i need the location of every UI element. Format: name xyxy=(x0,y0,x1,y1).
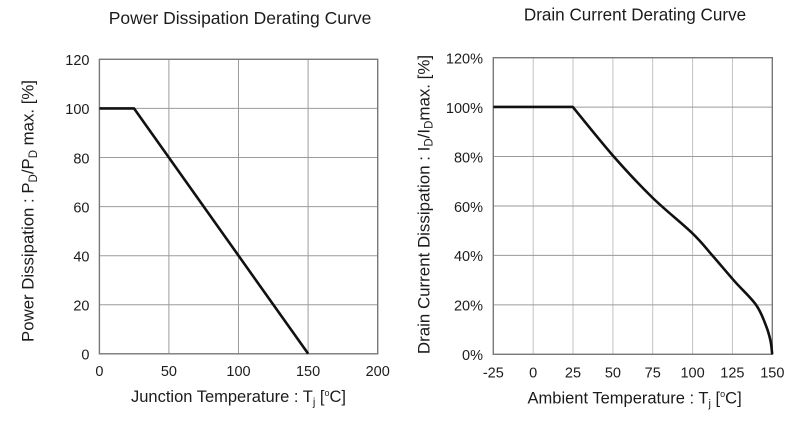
svg-text:Power Dissipation : PD/PD max.: Power Dissipation : PD/PD max. [%] xyxy=(19,80,40,342)
svg-text:0: 0 xyxy=(529,365,537,381)
svg-text:50: 50 xyxy=(605,365,621,381)
svg-text:100: 100 xyxy=(226,364,250,380)
svg-text:200: 200 xyxy=(366,364,390,380)
svg-text:0%: 0% xyxy=(462,348,483,364)
svg-text:120: 120 xyxy=(65,53,89,69)
svg-text:80%: 80% xyxy=(454,150,483,166)
svg-text:100: 100 xyxy=(65,102,89,118)
svg-text:60%: 60% xyxy=(454,200,483,216)
svg-text:20%: 20% xyxy=(454,299,483,315)
svg-text:150: 150 xyxy=(296,364,320,380)
svg-text:25: 25 xyxy=(565,365,581,381)
svg-text:75: 75 xyxy=(645,365,661,381)
svg-text:40: 40 xyxy=(73,250,89,266)
svg-text:100%: 100% xyxy=(446,101,483,117)
svg-text:80: 80 xyxy=(73,151,89,167)
svg-text:100: 100 xyxy=(680,365,704,381)
svg-text:150: 150 xyxy=(760,365,784,381)
svg-text:Ambient Temperature : Tj [oC]: Ambient Temperature : Tj [oC] xyxy=(528,389,742,410)
svg-text:Junction Temperature : Tj [oC]: Junction Temperature : Tj [oC] xyxy=(131,388,346,409)
svg-text:Power Dissipation Derating Cur: Power Dissipation Derating Curve xyxy=(109,8,372,28)
svg-text:120%: 120% xyxy=(446,52,483,68)
svg-text:-25: -25 xyxy=(483,365,504,381)
svg-text:0: 0 xyxy=(95,364,103,380)
svg-text:40%: 40% xyxy=(454,249,483,265)
svg-text:20: 20 xyxy=(73,299,89,315)
svg-text:Drain Current Derating Curve: Drain Current Derating Curve xyxy=(524,5,746,24)
svg-text:Drain Current Dissipation : ID: Drain Current Dissipation : ID/IDmax. [%… xyxy=(415,55,436,354)
svg-text:125: 125 xyxy=(720,365,744,381)
svg-text:60: 60 xyxy=(73,200,89,216)
svg-text:50: 50 xyxy=(161,364,177,380)
svg-text:0: 0 xyxy=(81,348,89,364)
